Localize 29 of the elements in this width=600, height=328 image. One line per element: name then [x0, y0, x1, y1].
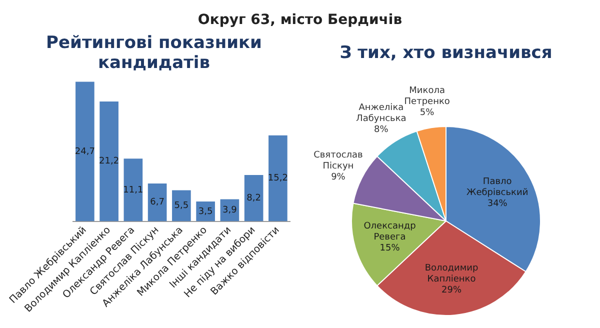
bar	[148, 183, 167, 222]
chart-subtitle: Рейтингові показники кандидатів	[45, 32, 263, 74]
slice-label: Святослав Піскун	[314, 150, 363, 172]
data-label: 6,7	[150, 198, 164, 208]
data-label: 9%	[331, 172, 346, 182]
bar	[76, 82, 94, 222]
data-label: 34%	[487, 199, 508, 210]
data-label: 11,1	[123, 185, 144, 196]
data-label: 15%	[380, 244, 400, 254]
chart-title: Округ 63, місто Бердичів	[196, 11, 404, 30]
data-label: 8,2	[246, 193, 261, 204]
data-label: 29%	[442, 286, 462, 296]
data-label: 3,9	[222, 206, 238, 216]
data-label: 5%	[420, 108, 435, 118]
bar	[244, 174, 264, 222]
bar	[124, 158, 143, 222]
data-label: 24,7	[74, 146, 95, 157]
bar	[172, 190, 191, 222]
slice-label: Павло Жебрівський	[466, 177, 528, 198]
slice-label: Анжеліка Лабунська	[356, 103, 406, 124]
data-label: 8%	[374, 125, 389, 136]
bar	[268, 135, 288, 222]
slice-label: Микола Петренко	[404, 86, 450, 107]
data-label: 21,2	[99, 156, 120, 167]
data-label: 3,5	[198, 206, 213, 217]
chart-title: З тих, хто визначився	[338, 42, 554, 65]
data-label: 5,5	[174, 201, 189, 212]
bar	[100, 101, 118, 222]
data-label: 15,2	[268, 174, 288, 184]
